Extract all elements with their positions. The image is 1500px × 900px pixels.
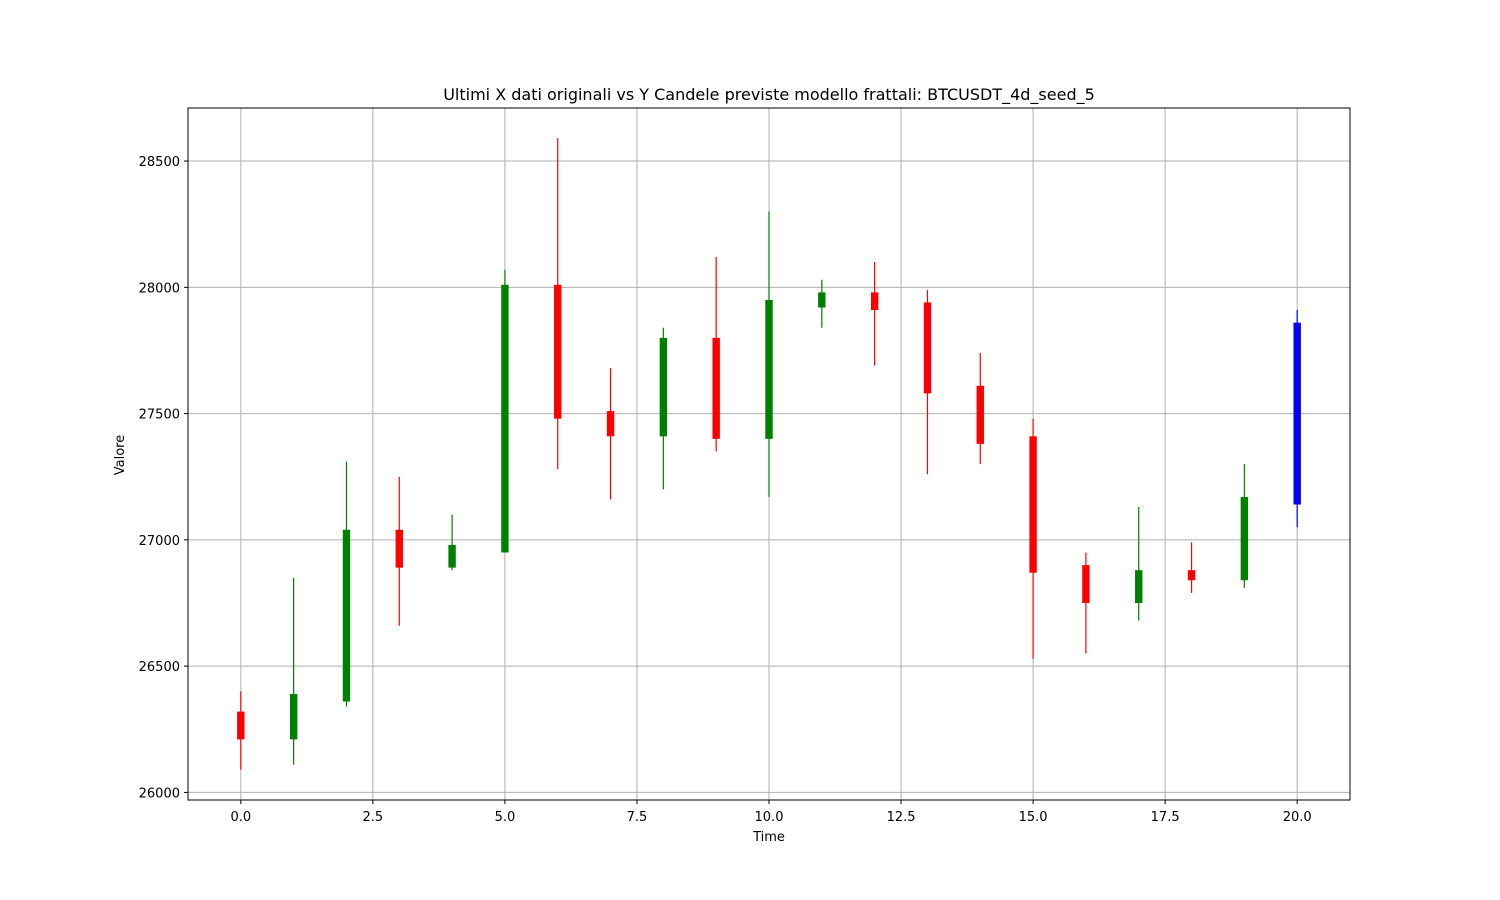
x-tick-label: 10.0: [755, 810, 784, 825]
candle-body: [289, 693, 298, 740]
candle-body: [448, 544, 456, 568]
candle-body: [870, 292, 879, 311]
candle: [501, 269, 509, 553]
candle-body: [501, 284, 509, 553]
y-axis-label: Valore: [113, 435, 128, 475]
candle: [606, 368, 615, 500]
candle-body: [237, 711, 245, 740]
x-tick-label: 15.0: [1019, 810, 1048, 825]
candle: [1082, 552, 1090, 654]
y-tick-label: 27000: [139, 534, 180, 549]
candle: [1187, 542, 1196, 593]
candle-body: [1029, 436, 1037, 573]
candle-body: [976, 385, 984, 444]
x-tick-label: 20.0: [1283, 810, 1312, 825]
y-tick-label: 26000: [139, 786, 180, 801]
candle-body: [765, 299, 773, 439]
x-tick-label: 5.0: [495, 810, 516, 825]
candle: [1293, 310, 1301, 528]
chart-title: Ultimi X dati originali vs Y Candele pre…: [443, 85, 1095, 105]
x-tick-label: 2.5: [363, 810, 384, 825]
candle-body: [554, 284, 562, 419]
candle-body: [1187, 570, 1196, 581]
candle-body: [923, 302, 932, 394]
candle: [870, 262, 879, 366]
y-axis-ticks: 26000 26500 27000 27500 28000 28500: [139, 155, 188, 801]
candle: [395, 476, 403, 626]
candle: [554, 138, 562, 470]
candle-body: [606, 411, 615, 437]
y-tick-label: 27500: [139, 408, 180, 423]
y-tick-label: 28500: [139, 155, 180, 170]
candle: [448, 514, 456, 571]
candle: [923, 289, 932, 475]
candle-body: [1135, 570, 1143, 604]
candle: [659, 327, 668, 490]
x-tick-label: 0.0: [230, 810, 251, 825]
candle-body: [1082, 565, 1090, 604]
candle: [237, 691, 245, 770]
x-axis-label: Time: [752, 830, 785, 845]
candles: [237, 138, 1301, 770]
candle-body: [395, 529, 403, 568]
candle: [712, 257, 720, 452]
candle-body: [818, 292, 826, 308]
candle: [1240, 464, 1249, 588]
candle-body: [342, 529, 351, 702]
candle: [818, 279, 826, 328]
candle: [1135, 507, 1143, 621]
candle: [342, 461, 351, 707]
x-tick-label: 7.5: [627, 810, 648, 825]
y-tick-label: 26500: [139, 660, 180, 675]
candle-body: [1293, 322, 1301, 505]
candle-body: [1240, 496, 1249, 581]
candle: [289, 577, 298, 765]
candle: [765, 211, 773, 497]
x-tick-label: 17.5: [1151, 810, 1180, 825]
x-axis-ticks: 0.0 2.5 5.0 7.5 10.0 12.5 15.0 17.5 20.0: [230, 800, 1312, 825]
candle-body: [659, 337, 668, 437]
y-tick-label: 28000: [139, 281, 180, 296]
candle-body: [712, 337, 720, 439]
x-tick-label: 12.5: [887, 810, 916, 825]
candle: [1029, 418, 1037, 659]
candle: [976, 352, 984, 465]
